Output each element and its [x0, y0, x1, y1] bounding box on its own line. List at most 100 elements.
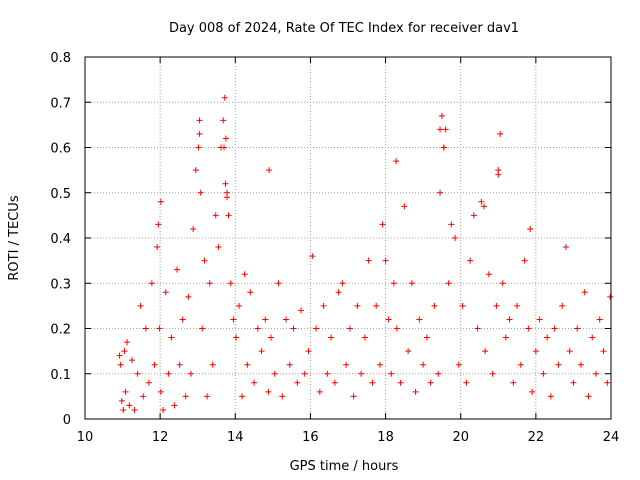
data-point	[134, 370, 141, 377]
data-point	[343, 361, 350, 368]
data-point	[385, 316, 392, 323]
data-point	[577, 361, 584, 368]
data-point	[525, 325, 532, 332]
data-point	[224, 194, 231, 201]
data-point	[316, 388, 323, 395]
data-point	[467, 257, 474, 264]
data-point	[298, 307, 305, 314]
data-point	[206, 280, 213, 287]
data-point	[215, 244, 222, 251]
data-point	[145, 379, 152, 386]
data-point	[118, 397, 125, 404]
x-tick-label: 10	[77, 430, 94, 445]
data-point	[423, 334, 430, 341]
y-tick-label: 0.6	[50, 142, 71, 157]
data-point	[220, 117, 227, 124]
data-point	[388, 370, 395, 377]
data-point	[222, 180, 229, 187]
data-point	[140, 393, 147, 400]
data-point	[393, 158, 400, 165]
data-point	[585, 393, 592, 400]
data-point	[222, 135, 229, 142]
data-point	[482, 348, 489, 355]
data-point	[527, 225, 534, 232]
data-point	[397, 379, 404, 386]
x-tick-label: 22	[528, 430, 545, 445]
data-point	[265, 388, 272, 395]
data-point	[536, 316, 543, 323]
data-point	[204, 393, 211, 400]
data-point	[405, 348, 412, 355]
data-point	[290, 325, 297, 332]
data-point	[236, 302, 243, 309]
data-point	[122, 388, 129, 395]
data-point	[324, 370, 331, 377]
data-point	[185, 293, 192, 300]
data-point	[266, 167, 273, 174]
data-point	[275, 280, 282, 287]
data-point	[350, 393, 357, 400]
data-point	[165, 370, 172, 377]
data-point	[221, 94, 228, 101]
data-point	[478, 198, 485, 205]
data-point	[267, 334, 274, 341]
data-point	[131, 406, 138, 413]
data-point	[559, 302, 566, 309]
data-point	[514, 302, 521, 309]
data-point	[438, 112, 445, 119]
data-point	[481, 203, 488, 210]
data-point	[305, 348, 312, 355]
data-point	[137, 302, 144, 309]
data-point	[517, 361, 524, 368]
data-point	[445, 280, 452, 287]
x-tick-labels: 10 12 14 16 18 20 22 24	[77, 430, 620, 445]
data-point	[190, 225, 197, 232]
data-point	[195, 144, 202, 151]
data-point	[209, 361, 216, 368]
data-point	[271, 370, 278, 377]
data-point	[437, 126, 444, 133]
data-point	[313, 325, 320, 332]
data-point	[540, 370, 547, 377]
x-tick-label: 24	[603, 430, 620, 445]
y-tick-label: 0.1	[50, 368, 71, 383]
data-point	[452, 235, 459, 241]
data-point	[174, 266, 181, 273]
data-point	[176, 361, 183, 368]
x-tick-label: 16	[302, 430, 319, 445]
data-point	[361, 334, 368, 341]
data-point	[574, 325, 581, 332]
y-tick-label: 0.3	[50, 277, 71, 292]
data-point	[495, 171, 502, 178]
data-point	[251, 379, 258, 386]
data-point	[544, 334, 551, 341]
data-point	[354, 302, 361, 309]
data-point	[168, 334, 175, 341]
x-tick-label: 18	[377, 430, 394, 445]
data-point	[493, 302, 500, 309]
data-point	[221, 144, 228, 151]
data-point	[283, 316, 290, 323]
data-point	[529, 388, 536, 395]
data-point	[182, 393, 189, 400]
data-point	[156, 325, 163, 332]
data-point	[320, 302, 327, 309]
y-tick-labels: 0 0.1 0.2 0.3 0.4 0.5 0.6 0.7 0.8	[50, 51, 71, 428]
data-point	[365, 257, 372, 264]
data-point	[120, 406, 127, 413]
data-point	[151, 361, 158, 368]
axis-ticks	[84, 56, 612, 420]
data-point	[157, 388, 164, 395]
data-point	[160, 406, 167, 413]
data-point	[427, 379, 434, 386]
data-points	[116, 94, 614, 413]
x-tick-label: 14	[227, 430, 244, 445]
data-point	[126, 402, 133, 409]
data-point	[346, 325, 353, 332]
data-point	[328, 334, 335, 341]
data-point	[589, 334, 596, 341]
data-point	[358, 370, 365, 377]
data-point	[227, 280, 234, 287]
y-tick-label: 0.5	[50, 187, 71, 202]
